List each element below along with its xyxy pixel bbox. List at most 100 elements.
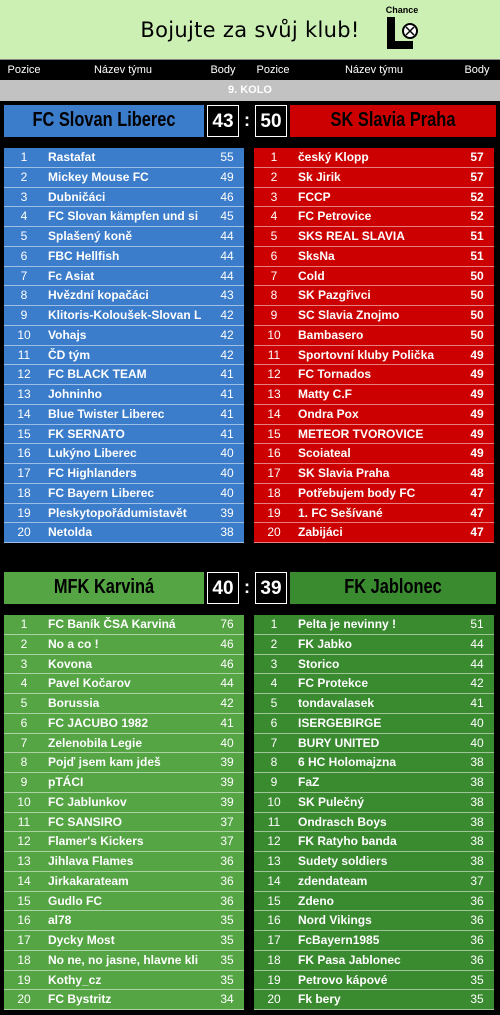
team-row[interactable]: 9 Klitoris-Koloušek-Slovan L 42 [4, 306, 244, 326]
team-row[interactable]: 12 FC BLACK TEAM 41 [4, 365, 244, 385]
team-row[interactable]: 17 SK Slavia Praha 48 [254, 464, 494, 484]
team-row[interactable]: 19 Kothy_cz 35 [4, 970, 244, 991]
team-row[interactable]: 2 FK Jabko 44 [254, 634, 494, 655]
team-row[interactable]: 3 Dubničáci 46 [4, 187, 244, 208]
team-row[interactable]: 8 Hvězdní kopačáci 43 [4, 286, 244, 306]
score-colon: : [244, 577, 250, 597]
team-points: 40 [220, 446, 234, 461]
team-row[interactable]: 13 Sudety soldiers 38 [254, 852, 494, 872]
team-row[interactable]: 16 Nord Vikings 36 [254, 911, 494, 931]
team-row[interactable]: 6 SksNa 51 [254, 246, 494, 267]
team-row[interactable]: 7 Fc Asiat 44 [4, 266, 244, 287]
team-row[interactable]: 10 FC Jablunkov 39 [4, 792, 244, 813]
team-row[interactable]: 19 Pleskytopořádumistavět 39 [4, 503, 244, 524]
team-row[interactable]: 7 Cold 50 [254, 266, 494, 287]
team-position: 12 [17, 367, 31, 382]
team-row[interactable]: 15 METEOR TVOROVICE 49 [254, 424, 494, 445]
team-row[interactable]: 20 Zabijáci 47 [254, 523, 494, 543]
team-points: 40 [220, 735, 234, 750]
team-row[interactable]: 12 FC Tornados 49 [254, 365, 494, 385]
team-name: Cold [298, 268, 325, 283]
team-row[interactable]: 11 ČD tým 42 [4, 345, 244, 366]
team-row[interactable]: 15 FK SERNATO 41 [4, 424, 244, 445]
team-row[interactable]: 19 1. FC Sešívané 47 [254, 503, 494, 524]
home-team-box: MFK Karviná [4, 572, 204, 604]
team-row[interactable]: 4 Pavel Kočarov 44 [4, 674, 244, 694]
team-row[interactable]: 10 Vohajs 42 [4, 325, 244, 346]
team-row[interactable]: 16 al78 35 [4, 911, 244, 931]
team-position: 13 [17, 387, 31, 401]
team-row[interactable]: 4 FC Protekce 42 [254, 674, 494, 694]
team-row[interactable]: 13 Johninho 41 [4, 385, 244, 405]
team-row[interactable]: 17 Dycky Most 35 [4, 931, 244, 951]
team-row[interactable]: 5 Borussia 42 [4, 694, 244, 714]
team-row[interactable]: 20 FC Bystritz 34 [4, 990, 244, 1010]
team-row[interactable]: 12 FK Ratyho banda 38 [254, 832, 494, 852]
team-row[interactable]: 1 Rastafat 55 [4, 148, 244, 168]
team-row[interactable]: 8 6 HC Holomajzna 38 [254, 753, 494, 773]
team-row[interactable]: 3 Kovona 46 [4, 654, 244, 675]
team-row[interactable]: 7 BURY UNITED 40 [254, 733, 494, 754]
team-row[interactable]: 1 Pelta je nevinny ! 51 [254, 615, 494, 635]
team-row[interactable]: 6 ISERGEBIRGE 40 [254, 713, 494, 734]
team-row[interactable]: 13 Jihlava Flames 36 [4, 852, 244, 872]
team-row[interactable]: 11 FC SANSIRO 37 [4, 812, 244, 833]
team-row[interactable]: 14 Jirkakarateam 36 [4, 871, 244, 892]
team-name: český Klopp [298, 150, 369, 164]
team-position: 19 [17, 505, 31, 520]
team-row[interactable]: 4 FC Petrovice 52 [254, 207, 494, 227]
team-points: 43 [220, 288, 234, 303]
team-row[interactable]: 3 Storico 44 [254, 654, 494, 675]
team-row[interactable]: 2 No a co ! 46 [4, 634, 244, 655]
team-row[interactable]: 8 Pojď jsem kam jdeš 39 [4, 753, 244, 773]
team-row[interactable]: 8 SK Pazgřivci 50 [254, 286, 494, 306]
team-row[interactable]: 11 Ondrasch Boys 38 [254, 812, 494, 833]
team-name: SKS REAL SLAVIA [298, 229, 405, 243]
team-row[interactable]: 16 Lukýno Liberec 40 [4, 444, 244, 464]
team-row[interactable]: 2 Mickey Mouse FC 49 [4, 167, 244, 188]
team-row[interactable]: 9 FaZ 38 [254, 773, 494, 793]
team-row[interactable]: 14 Ondra Pox 49 [254, 404, 494, 425]
team-row[interactable]: 3 FCCP 52 [254, 187, 494, 208]
team-position: 8 [270, 288, 278, 303]
team-row[interactable]: 6 FBC Hellfish 44 [4, 246, 244, 267]
team-points: 35 [470, 972, 484, 987]
team-row[interactable]: 10 Bambasero 50 [254, 325, 494, 346]
team-row[interactable]: 5 SKS REAL SLAVIA 51 [254, 227, 494, 247]
team-row[interactable]: 1 FC Baník ČSA Karviná 76 [4, 615, 244, 635]
team-row[interactable]: 14 zdendateam 37 [254, 871, 494, 892]
team-name: Rastafat [48, 150, 96, 164]
team-row[interactable]: 15 Zdeno 36 [254, 891, 494, 912]
team-row[interactable]: 12 Flamer's Kickers 37 [4, 832, 244, 852]
team-position: 17 [267, 933, 281, 947]
team-row[interactable]: 6 FC JACUBO 1982 41 [4, 713, 244, 734]
team-row[interactable]: 4 FC Slovan kämpfen und si 45 [4, 207, 244, 227]
team-row[interactable]: 7 Zelenobila Legie 40 [4, 733, 244, 754]
team-row[interactable]: 18 No ne, no jasne, hlavne kli 35 [4, 950, 244, 971]
team-row[interactable]: 20 Fk bery 35 [254, 990, 494, 1010]
team-row[interactable]: 13 Matty C.F 49 [254, 385, 494, 405]
team-row[interactable]: 10 SK Pulečný 38 [254, 792, 494, 813]
team-row[interactable]: 15 Gudlo FC 36 [4, 891, 244, 912]
team-position: 4 [270, 676, 278, 691]
team-row[interactable]: 9 SC Slavia Znojmo 50 [254, 306, 494, 326]
team-row[interactable]: 19 Petrovo kápové 35 [254, 970, 494, 991]
team-points: 34 [220, 992, 234, 1007]
team-row[interactable]: 5 Splašený koně 44 [4, 227, 244, 247]
team-points: 42 [220, 308, 234, 322]
chance-logo[interactable]: Chance [380, 5, 424, 55]
team-row[interactable]: 18 FC Bayern Liberec 40 [4, 483, 244, 504]
team-row[interactable]: 16 Scoiateal 49 [254, 444, 494, 464]
team-points: 42 [220, 327, 234, 342]
team-row[interactable]: 17 FcBayern1985 36 [254, 931, 494, 951]
team-row[interactable]: 9 pTÁCI 39 [4, 773, 244, 793]
team-row[interactable]: 2 Sk Jirik 57 [254, 167, 494, 188]
team-row[interactable]: 17 FC Highlanders 40 [4, 464, 244, 484]
team-row[interactable]: 18 Potřebujem body FC 47 [254, 483, 494, 504]
team-row[interactable]: 14 Blue Twister Liberec 41 [4, 404, 244, 425]
team-row[interactable]: 1 český Klopp 57 [254, 148, 494, 168]
team-row[interactable]: 18 FK Pasa Jablonec 36 [254, 950, 494, 971]
team-row[interactable]: 20 Netolda 38 [4, 523, 244, 543]
team-row[interactable]: 11 Sportovní kluby Polička 49 [254, 345, 494, 366]
team-row[interactable]: 5 tondavalasek 41 [254, 694, 494, 714]
